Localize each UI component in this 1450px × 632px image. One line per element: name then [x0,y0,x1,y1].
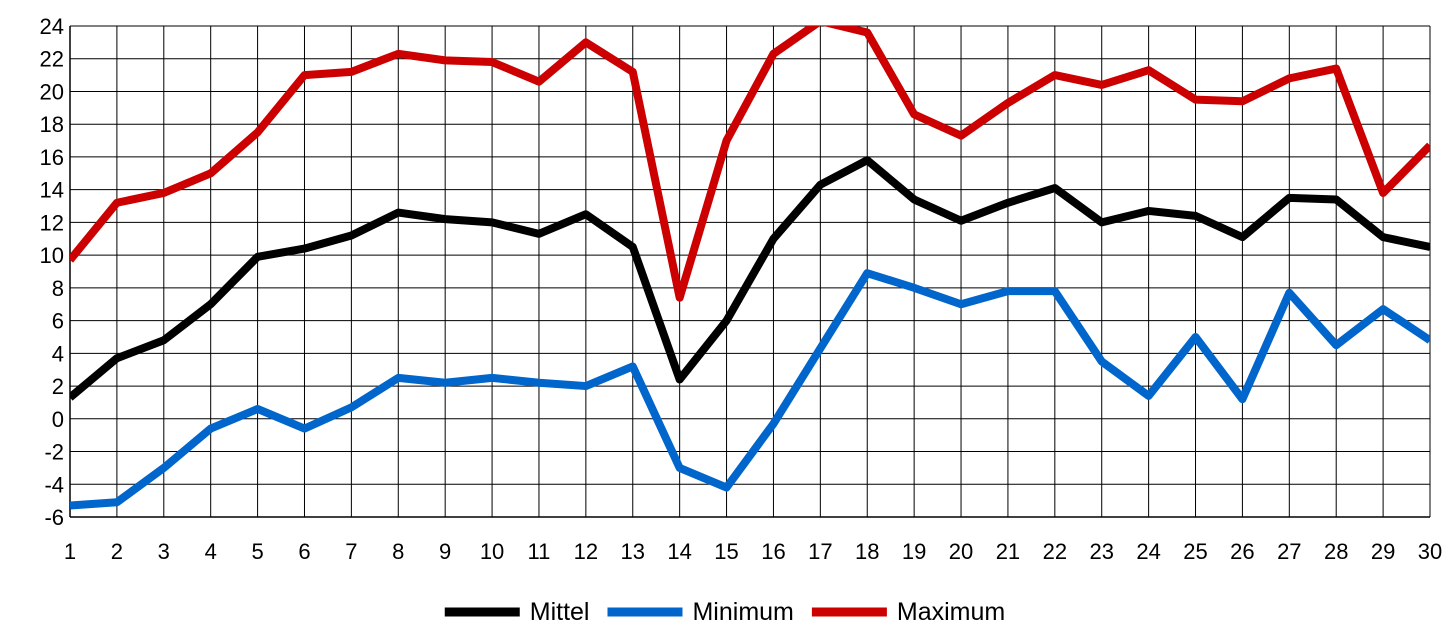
y-tick-label: 22 [40,47,64,72]
series-line-mittel [70,156,1430,401]
x-tick-label: 11 [528,539,551,564]
legend-label-maximum: Maximum [897,598,1005,626]
x-tick-label: 23 [1089,539,1113,564]
y-tick-label: -2 [44,440,64,465]
x-tick-label: 20 [949,539,973,564]
y-tick-label: 8 [52,276,64,301]
x-tick-label: 25 [1183,539,1207,564]
x-tick-label: 7 [345,539,357,564]
x-tick-label: 10 [480,539,504,564]
y-tick-label: 16 [40,145,64,170]
legend-label-mittel: Mittel [530,598,590,626]
x-tick-label: 24 [1136,539,1160,564]
x-axis-ticks: 1 2 3 4 5 6 7 8 9 10 11 12 13 14 15 16 17 18 19 20 21 22 23 24 2… [64,539,1442,564]
legend: Mittel Minimum Maximum [444,598,1005,626]
x-tick-label: 5 [251,539,263,564]
series-line-maximum [70,26,1430,302]
y-tick-label: 6 [52,309,64,334]
x-tick-label: 19 [902,539,926,564]
y-tick-label: 0 [52,407,64,432]
y-tick-label: 2 [52,374,64,399]
series-lines [70,26,1430,510]
y-tick-label: -4 [44,472,64,497]
x-tick-label: 3 [158,539,170,564]
x-tick-label: 28 [1324,539,1348,564]
x-tick-label: 17 [808,539,832,564]
y-tick-label: 20 [40,79,64,104]
y-tick-label: 4 [52,341,64,366]
x-tick-label: 13 [621,539,645,564]
y-tick-label: -6 [44,505,64,530]
x-tick-label: 30 [1418,539,1442,564]
x-tick-label: 4 [205,539,217,564]
legend-label-minimum: Minimum [692,598,793,626]
y-tick-label: 10 [40,243,64,268]
x-tick-label: 16 [761,539,785,564]
x-tick-label: 22 [1043,539,1067,564]
x-tick-label: 21 [996,539,1020,564]
x-tick-label: 6 [298,539,310,564]
y-tick-label: 12 [40,210,64,235]
x-tick-label: 26 [1230,539,1254,564]
x-tick-label: 9 [439,539,451,564]
x-tick-label: 14 [667,539,691,564]
series-line-minimum [70,269,1430,510]
x-tick-label: 15 [714,539,738,564]
x-tick-label: 2 [111,539,123,564]
x-tick-label: 18 [855,539,879,564]
x-tick-label: 8 [392,539,404,564]
x-tick-label: 1 [64,539,76,564]
y-tick-label: 14 [40,178,64,203]
x-tick-label: 12 [574,539,598,564]
x-tick-label: 29 [1371,539,1395,564]
x-tick-label: 27 [1277,539,1301,564]
y-tick-label: 24 [40,14,64,39]
y-tick-label: 18 [40,112,64,137]
